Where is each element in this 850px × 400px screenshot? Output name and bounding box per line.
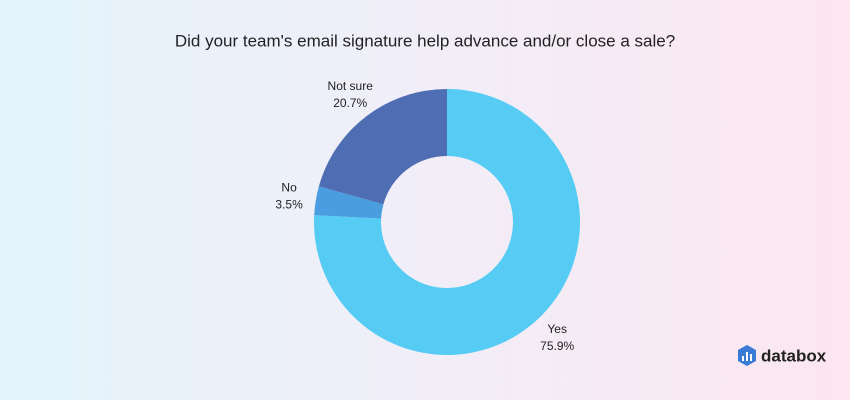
slice-category-label: Not sure: [328, 79, 374, 93]
slice-category-label: No: [281, 180, 297, 194]
slice-category-label: Yes: [547, 322, 567, 336]
slice-value-label: 75.9%: [540, 339, 574, 353]
donut-slice: [314, 186, 384, 219]
slice-value-label: 20.7%: [333, 96, 367, 110]
donut-slice: [314, 89, 580, 356]
slice-value-label: 3.5%: [275, 197, 303, 211]
brand-logo: databox: [738, 345, 827, 366]
donut-slice: [318, 89, 447, 205]
chart-title: Did your team's email signature help adv…: [175, 31, 675, 50]
brand-name: databox: [761, 346, 827, 365]
